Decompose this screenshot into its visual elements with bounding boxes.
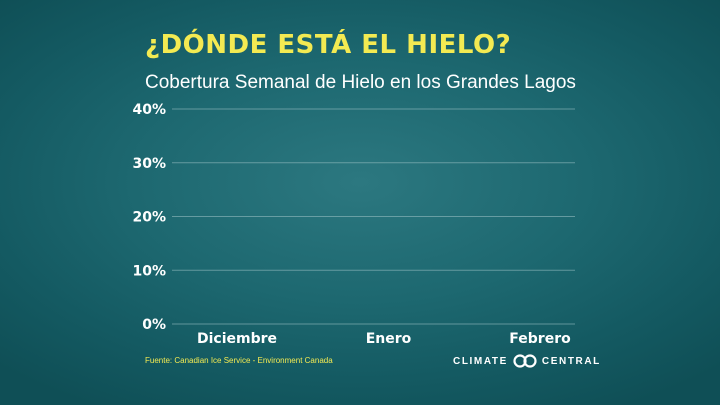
- y-tick-label: 40%: [132, 102, 166, 118]
- y-tick-label: 10%: [132, 263, 166, 279]
- chart-title: ¿DÓNDE ESTÁ EL HIELO?: [145, 30, 512, 60]
- x-tick-label: Enero: [366, 331, 412, 347]
- chart-subtitle: Cobertura Semanal de Hielo en los Grande…: [145, 72, 576, 93]
- x-tick-label: Diciembre: [197, 331, 277, 347]
- logo-word-left: CLIMATE: [453, 355, 508, 367]
- climate-central-logo: CLIMATE CENTRAL: [453, 353, 601, 369]
- x-tick-label: Febrero: [509, 331, 571, 347]
- source-note: Fuente: Canadian Ice Service - Environme…: [145, 356, 333, 365]
- gridlines: [172, 108, 575, 325]
- climate-central-rings-icon: [513, 354, 537, 368]
- logo-word-right: CENTRAL: [541, 355, 601, 367]
- x-axis-ticks: Diciembre Enero Febrero: [197, 331, 571, 347]
- y-tick-label: 0%: [142, 317, 166, 333]
- y-axis-ticks: 0% 10% 20% 30% 40%: [132, 102, 166, 333]
- y-tick-label: 30%: [132, 156, 166, 172]
- y-tick-label: 20%: [132, 210, 166, 226]
